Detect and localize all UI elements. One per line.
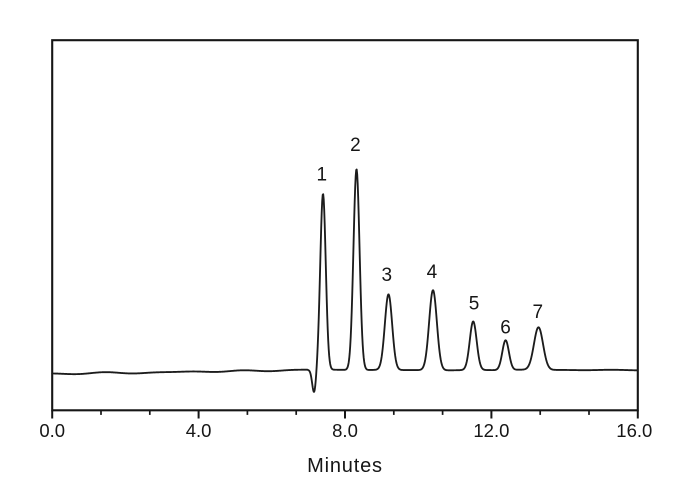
svg-text:Minutes: Minutes [307,455,383,477]
svg-text:6: 6 [500,318,511,339]
svg-text:1: 1 [317,165,328,186]
svg-text:12.0: 12.0 [473,420,509,441]
svg-text:16.0: 16.0 [616,420,652,441]
svg-text:2: 2 [350,135,361,156]
svg-text:4.0: 4.0 [186,420,212,441]
svg-text:5: 5 [469,294,480,315]
svg-text:0.0: 0.0 [39,420,65,441]
svg-text:7: 7 [533,302,544,323]
svg-text:3: 3 [382,265,393,286]
svg-text:8.0: 8.0 [332,420,358,441]
svg-text:4: 4 [427,262,438,283]
